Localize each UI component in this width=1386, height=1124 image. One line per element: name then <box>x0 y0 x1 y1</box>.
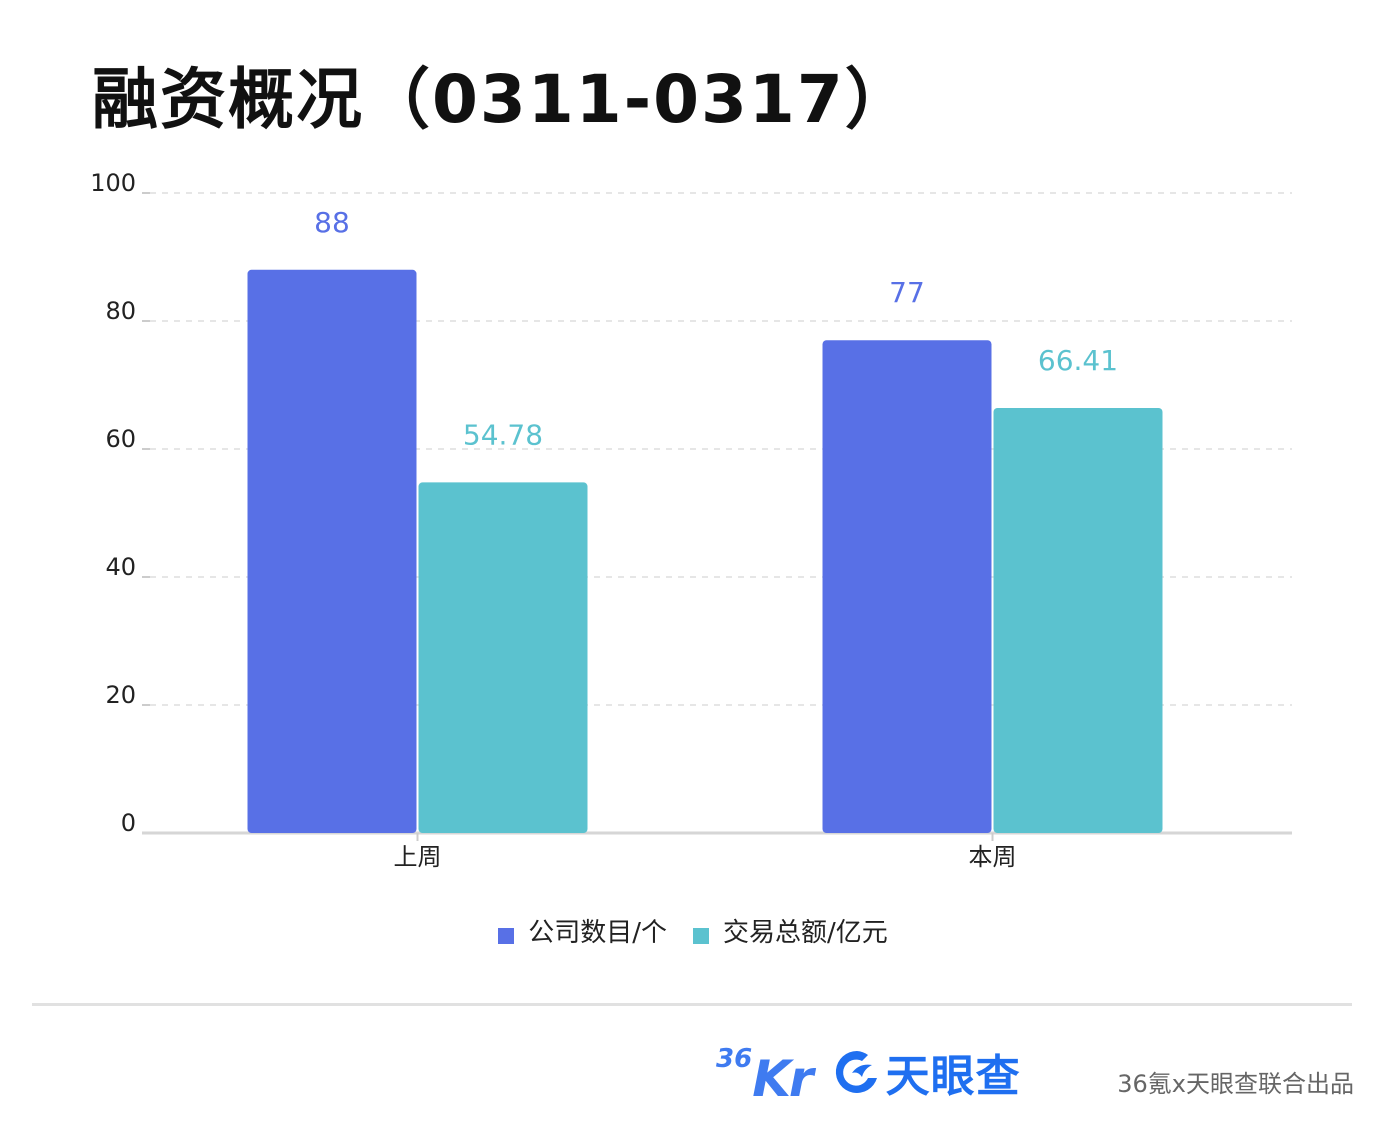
footer-divider <box>32 1003 1352 1006</box>
x-tick-label: 上周 <box>394 843 442 871</box>
legend-label-series-2: 交易总额/亿元 <box>723 918 888 948</box>
bar-chart: 0 20 40 60 80 100 88 54.78 上周 77 66.41 本周 <box>90 169 1292 871</box>
bar-2-2 <box>993 407 1163 833</box>
legend-item-series-2[interactable]: 交易总额/亿元 <box>693 912 888 949</box>
tianyancha-logo-text: 天眼查 <box>885 1051 1021 1102</box>
bar-2-1 <box>418 482 588 833</box>
data-label: 88 <box>314 206 350 239</box>
x-tick-label: 本周 <box>969 843 1017 871</box>
legend-item-series-1[interactable]: 公司数目/个 <box>498 912 667 949</box>
legend-swatch-series-1 <box>498 927 515 944</box>
bar-1-1 <box>247 269 417 833</box>
data-label: 77 <box>889 276 925 309</box>
data-label: 54.78 <box>463 418 543 451</box>
footer-logos: 36 Kr 天眼查 <box>716 1040 1021 1104</box>
y-tick-label: 100 <box>90 169 136 197</box>
y-tick-label: 0 <box>121 809 136 837</box>
tianyancha-eye-icon <box>835 1050 877 1093</box>
legend-swatch-series-2 <box>693 927 709 944</box>
36kr-logo-number: 36 <box>716 1044 753 1074</box>
36kr-logo-letters: Kr <box>752 1050 813 1108</box>
data-label: 66.41 <box>1038 344 1118 377</box>
y-tick-label: 60 <box>105 425 136 453</box>
y-tick-label: 80 <box>105 297 136 325</box>
chart-legend: 公司数目/个 交易总额/亿元 <box>0 912 1386 949</box>
tianyancha-logo: 天眼查 <box>832 1040 1021 1104</box>
y-tick-label: 40 <box>105 553 136 581</box>
bar-1-2 <box>822 340 992 833</box>
footer-credit: 36氪x天眼查联合出品 <box>1117 1070 1354 1098</box>
chart-title: 融资概况（0311-0317） <box>92 61 913 138</box>
legend-label-series-1: 公司数目/个 <box>528 918 667 948</box>
y-tick-label: 20 <box>105 681 136 709</box>
36kr-logo: 36 Kr <box>716 1044 814 1108</box>
